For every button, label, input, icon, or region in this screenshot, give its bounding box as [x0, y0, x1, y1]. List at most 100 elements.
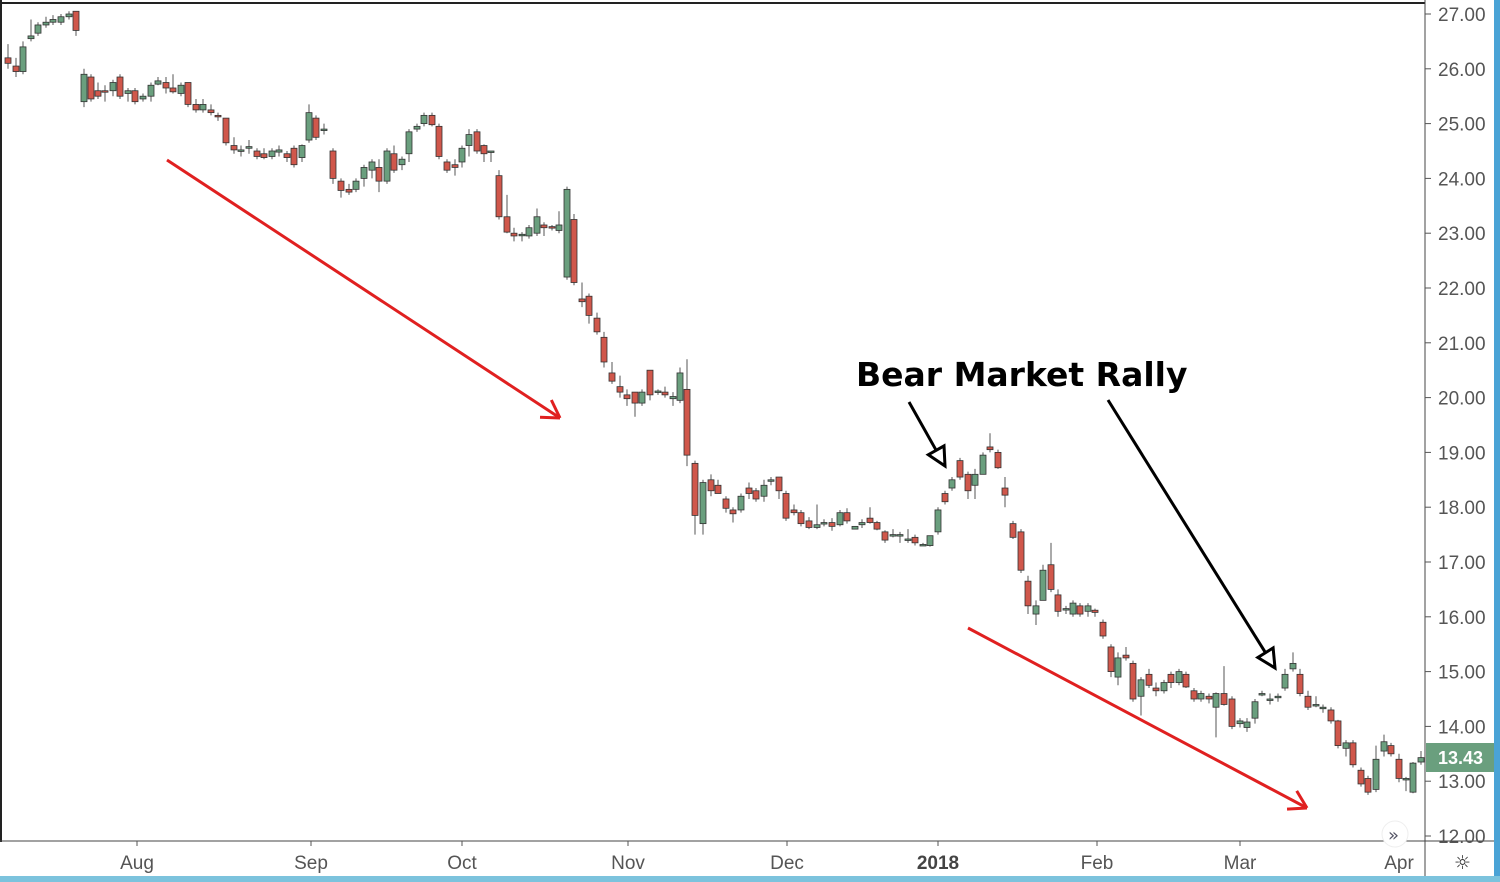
- candle: [1047, 542, 1055, 593]
- candle: [1032, 600, 1040, 626]
- candle: [699, 479, 707, 535]
- candle: [337, 178, 345, 198]
- candle: [1372, 745, 1380, 793]
- candle: [495, 170, 503, 220]
- annotation-arrows-group: [907, 399, 1277, 671]
- candle: [1274, 693, 1282, 702]
- candle: [465, 129, 473, 157]
- candle: [207, 104, 215, 116]
- candle: [1258, 690, 1266, 697]
- candle: [1160, 679, 1168, 694]
- candle: [828, 518, 836, 531]
- candle: [345, 183, 353, 195]
- price-tick-label: 13.00: [1438, 772, 1486, 793]
- candle: [896, 531, 904, 543]
- candle: [820, 519, 828, 527]
- price-tick-label: 15.00: [1438, 663, 1486, 684]
- candle: [1349, 740, 1357, 768]
- candle: [1129, 660, 1137, 702]
- candle: [979, 452, 987, 475]
- candle: [222, 117, 230, 146]
- candle: [237, 145, 245, 157]
- candle: [42, 16, 50, 28]
- candle: [154, 77, 162, 86]
- candle: [192, 98, 200, 113]
- candle: [578, 282, 586, 308]
- window-edge-right: [1494, 0, 1500, 882]
- candle: [169, 74, 177, 94]
- candle: [1243, 718, 1251, 732]
- candle: [352, 178, 360, 193]
- candle: [691, 460, 699, 535]
- candle: [1402, 776, 1410, 792]
- candle: [1114, 652, 1122, 686]
- time-tick-label: Apr: [1384, 853, 1414, 874]
- candle: [866, 507, 874, 524]
- gear-icon[interactable]: ☼: [1454, 852, 1471, 874]
- candle: [623, 389, 631, 406]
- time-tick-label: Aug: [120, 853, 154, 874]
- candle: [420, 112, 428, 127]
- candle: [1062, 605, 1070, 615]
- candle: [525, 224, 533, 239]
- candle: [413, 123, 421, 132]
- double-chevron-right-icon: »: [1388, 825, 1399, 846]
- candle: [428, 112, 436, 127]
- annotation-label: Bear Market Rally: [856, 355, 1187, 394]
- candle: [593, 312, 601, 335]
- candle: [646, 369, 654, 401]
- candle: [926, 535, 934, 547]
- candle: [570, 214, 578, 286]
- candle: [745, 482, 753, 499]
- candle: [941, 490, 949, 505]
- candle: [147, 82, 155, 102]
- candle: [533, 208, 541, 236]
- candle: [139, 93, 147, 102]
- price-tick-label: 23.00: [1438, 224, 1486, 245]
- time-tick-label: Oct: [447, 853, 477, 874]
- price-tick-label: 20.00: [1438, 389, 1486, 410]
- candle: [230, 137, 238, 154]
- candle: [458, 145, 466, 168]
- candle: [1017, 529, 1025, 573]
- candle: [1387, 742, 1395, 757]
- price-axis[interactable]: 27.00 26.00 25.00 24.00 23.00 22.00 21.00 20.00…: [1425, 5, 1486, 848]
- candle: [971, 468, 979, 499]
- candle: [797, 509, 805, 527]
- candle: [268, 148, 276, 160]
- candle: [1069, 600, 1077, 617]
- candle: [1084, 603, 1092, 617]
- candle: [911, 534, 919, 546]
- candle: [1380, 734, 1388, 757]
- price-tick-label: 27.00: [1438, 5, 1486, 26]
- candle: [1251, 699, 1259, 724]
- candle: [1319, 704, 1327, 713]
- candle: [956, 457, 964, 480]
- candle: [1091, 608, 1099, 617]
- candle: [360, 164, 368, 187]
- last-price-tag: 13.43: [1426, 743, 1494, 772]
- price-tick-label: 19.00: [1438, 443, 1486, 464]
- candle: [1236, 718, 1244, 728]
- time-axis[interactable]: Aug Sep Oct Nov Dec 2018 Feb Mar Apr: [120, 841, 1414, 874]
- candle: [383, 148, 391, 184]
- candle: [1342, 740, 1350, 757]
- candle: [12, 57, 20, 78]
- candle: [934, 507, 942, 535]
- candle: [1334, 719, 1342, 749]
- price-tick-label: 25.00: [1438, 115, 1486, 136]
- candle: [676, 367, 684, 404]
- time-tick-label: Nov: [611, 853, 645, 874]
- candle: [608, 361, 616, 384]
- candle: [57, 14, 65, 25]
- candle: [480, 144, 488, 162]
- candle: [616, 375, 624, 398]
- candle: [199, 98, 207, 113]
- candle: [1076, 603, 1084, 617]
- scroll-to-latest-button[interactable]: »: [1381, 820, 1409, 848]
- candle: [707, 474, 715, 497]
- candle: [813, 504, 821, 530]
- candle: [405, 129, 413, 162]
- candle: [775, 476, 783, 499]
